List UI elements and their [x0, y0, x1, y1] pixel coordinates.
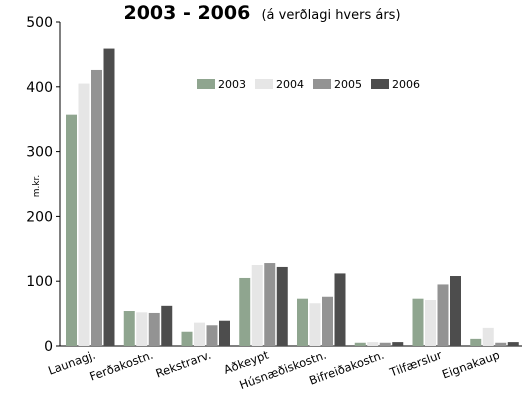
bar [367, 342, 378, 346]
x-category-label: Tilfærslur [387, 348, 444, 380]
legend: 2003 2004 2005 2006 [197, 78, 420, 91]
bar [322, 297, 333, 346]
bar [124, 311, 135, 346]
bar [392, 342, 403, 346]
bar [310, 303, 321, 346]
bars [66, 49, 519, 346]
bar [264, 263, 275, 346]
bar [149, 313, 160, 346]
legend-swatch [197, 79, 215, 89]
bar [207, 325, 218, 346]
x-categories: Launagj.Ferðakostn.Rekstrarv. AðkeyptHúsn… [46, 347, 501, 392]
bar [508, 342, 519, 346]
bar [297, 299, 308, 346]
bar [380, 343, 391, 346]
bar [438, 284, 449, 346]
bar [91, 70, 102, 346]
legend-swatch [313, 79, 331, 89]
bar [495, 343, 506, 346]
bar [79, 84, 90, 346]
bar [252, 265, 263, 346]
y-tick-label: 0 [44, 339, 53, 355]
bar [182, 332, 193, 346]
chart-subtitle: (á verðlagi hvers árs) [261, 8, 400, 23]
bar [470, 339, 481, 346]
y-axis-label: m.kr. [32, 175, 42, 198]
x-category-label: Eignakaup [440, 348, 501, 382]
bar [483, 328, 494, 346]
bar [66, 115, 77, 346]
chart-title: 2003 - 2006 (á verðlagi hvers árs) [123, 2, 400, 24]
y-tick-label: 400 [26, 80, 53, 96]
legend-label: 2003 [218, 78, 246, 91]
x-category-label: Rekstrarv. [154, 348, 213, 381]
bar [413, 299, 424, 346]
y-tick-label: 200 [26, 209, 53, 225]
bar [239, 278, 250, 346]
legend-label: 2005 [334, 78, 362, 91]
bar [194, 323, 205, 346]
bar [425, 300, 436, 346]
bar [104, 49, 115, 346]
bar [277, 267, 288, 346]
bar [136, 312, 147, 346]
bar [161, 306, 172, 346]
bar [219, 321, 230, 346]
bar [355, 343, 366, 346]
y-tick-label: 100 [26, 274, 53, 290]
legend-label: 2006 [392, 78, 420, 91]
y-tick-label: 500 [26, 15, 53, 31]
y-tick-label: 300 [26, 145, 53, 161]
x-category-label: Ferðakostn. [88, 348, 155, 384]
legend-swatch [371, 79, 389, 89]
legend-swatch [255, 79, 273, 89]
legend-label: 2004 [276, 78, 304, 91]
bar [450, 276, 461, 346]
chart-title-main: 2003 - 2006 [123, 2, 250, 24]
bar [335, 273, 346, 346]
